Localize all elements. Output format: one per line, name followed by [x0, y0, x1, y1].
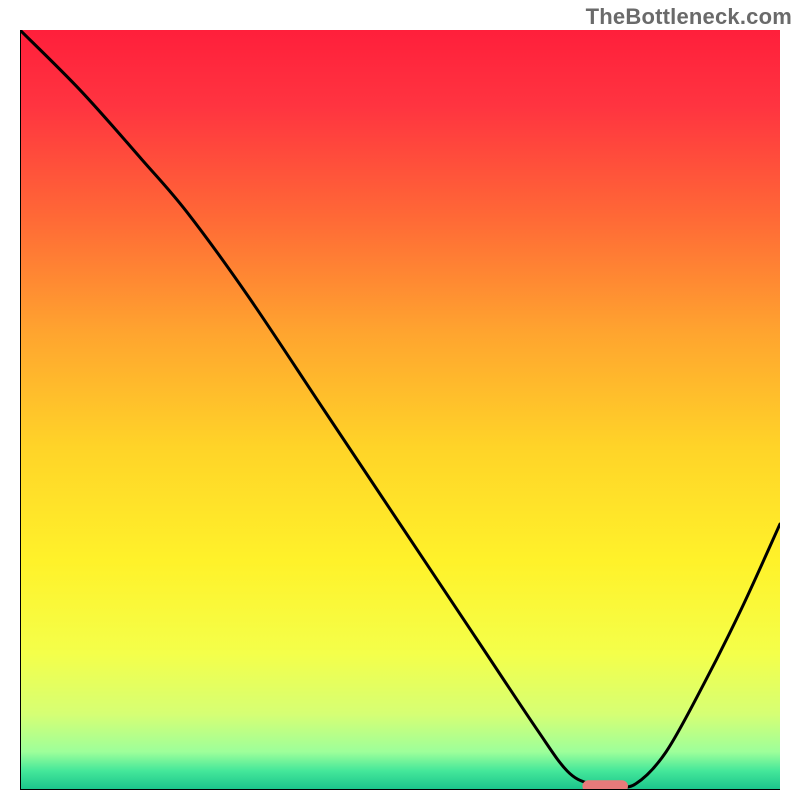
optimal-range-marker [582, 780, 628, 790]
chart-svg [20, 30, 780, 790]
chart-background [20, 30, 780, 790]
bottleneck-chart [20, 30, 780, 790]
watermark-text: TheBottleneck.com [586, 4, 792, 30]
